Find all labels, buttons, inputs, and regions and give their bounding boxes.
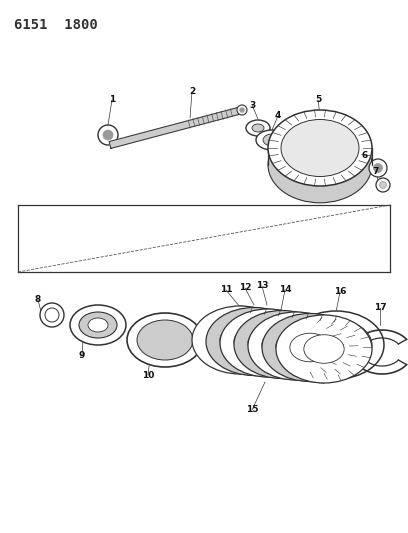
Ellipse shape — [248, 329, 288, 357]
Ellipse shape — [220, 326, 260, 354]
Circle shape — [373, 164, 383, 173]
Circle shape — [40, 303, 64, 327]
Circle shape — [239, 108, 244, 112]
Text: 7: 7 — [373, 167, 379, 176]
Text: 15: 15 — [246, 406, 258, 415]
Ellipse shape — [246, 120, 270, 136]
Ellipse shape — [290, 333, 330, 362]
Ellipse shape — [281, 119, 359, 176]
Text: 5: 5 — [315, 95, 321, 104]
Circle shape — [379, 182, 386, 189]
Ellipse shape — [276, 332, 316, 360]
Ellipse shape — [256, 130, 288, 150]
Polygon shape — [109, 107, 243, 148]
Ellipse shape — [79, 312, 117, 338]
Ellipse shape — [70, 305, 126, 345]
Circle shape — [237, 105, 247, 115]
Text: 11: 11 — [220, 286, 232, 295]
Text: 6151  1800: 6151 1800 — [14, 18, 98, 32]
Ellipse shape — [276, 315, 372, 383]
Text: 6: 6 — [362, 150, 368, 159]
Ellipse shape — [268, 110, 372, 186]
Ellipse shape — [263, 134, 281, 146]
Circle shape — [369, 159, 387, 177]
Ellipse shape — [220, 309, 316, 377]
Ellipse shape — [300, 320, 372, 370]
Text: 16: 16 — [334, 287, 346, 296]
Text: 2: 2 — [189, 87, 195, 96]
Text: 13: 13 — [256, 281, 268, 290]
Ellipse shape — [262, 313, 358, 382]
Ellipse shape — [304, 335, 344, 364]
Circle shape — [103, 130, 113, 140]
Ellipse shape — [127, 313, 203, 367]
Text: 10: 10 — [142, 370, 154, 379]
Text: 9: 9 — [79, 351, 85, 359]
Text: 12: 12 — [239, 284, 251, 293]
Text: 17: 17 — [374, 303, 386, 312]
Ellipse shape — [252, 124, 264, 132]
Ellipse shape — [192, 306, 288, 374]
Ellipse shape — [234, 327, 274, 356]
Circle shape — [376, 178, 390, 192]
Text: 4: 4 — [275, 111, 281, 120]
Ellipse shape — [137, 320, 193, 360]
Text: 1: 1 — [109, 95, 115, 104]
Ellipse shape — [248, 312, 344, 380]
Circle shape — [98, 125, 118, 145]
Ellipse shape — [206, 308, 302, 376]
Text: 8: 8 — [35, 295, 41, 304]
Circle shape — [45, 308, 59, 322]
Text: 14: 14 — [279, 286, 291, 295]
Ellipse shape — [234, 311, 330, 378]
Ellipse shape — [268, 127, 372, 203]
Ellipse shape — [88, 318, 108, 332]
Ellipse shape — [262, 330, 302, 359]
Ellipse shape — [288, 311, 384, 379]
Text: 3: 3 — [249, 101, 255, 109]
